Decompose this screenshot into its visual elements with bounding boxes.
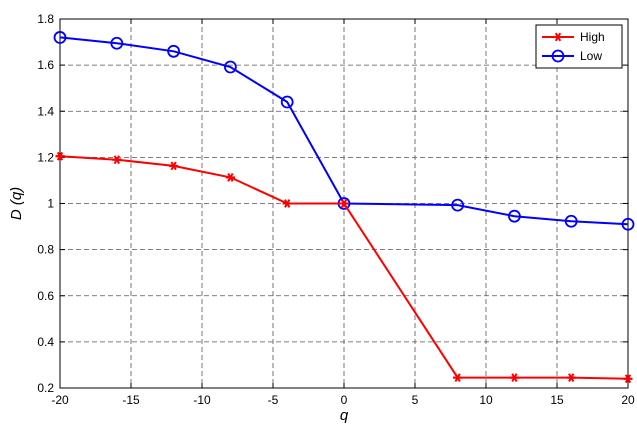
x-tick-label: -15	[122, 393, 140, 407]
series-low	[53, 31, 635, 231]
legend-label-high: High	[580, 30, 605, 44]
marker-low	[280, 95, 294, 109]
x-tick-label: -5	[268, 393, 279, 407]
marker-legend-low	[551, 49, 565, 63]
marker-high	[169, 161, 179, 171]
marker-low	[110, 36, 124, 50]
x-tick-label: 5	[412, 393, 419, 407]
series-layer	[53, 31, 635, 384]
legend-items: High Low	[542, 30, 605, 63]
marker-low	[564, 214, 578, 228]
y-tick-label: 0.6	[37, 289, 54, 303]
x-tick-label: 0	[341, 393, 348, 407]
marker-low	[451, 198, 465, 212]
marker-low	[167, 44, 181, 58]
marker-high	[55, 151, 65, 161]
y-tick-label: 0.4	[37, 335, 54, 349]
marker-legend-high	[553, 32, 563, 42]
marker-high	[623, 374, 633, 384]
legend: High Low	[535, 24, 623, 69]
marker-low	[53, 31, 67, 44]
marker-high	[566, 373, 576, 383]
y-tick-label: 1.2	[37, 150, 54, 164]
x-tick-label: -10	[193, 393, 211, 407]
x-axis-label: q	[340, 407, 349, 424]
x-tick-label: 15	[550, 393, 564, 407]
marker-high	[339, 199, 349, 208]
marker-low	[223, 60, 237, 74]
y-tick-label: 1	[47, 197, 54, 211]
series-line-low	[59, 36, 629, 226]
y-tick-label: 1.6	[37, 58, 54, 72]
marker-high	[282, 199, 292, 208]
series-line-high	[59, 155, 629, 380]
y-axis-label: D (q)	[8, 187, 25, 220]
legend-item-high: High	[542, 30, 605, 44]
marker-high	[225, 173, 235, 182]
y-tick-label: 1.8	[37, 12, 54, 26]
marker-high	[112, 155, 122, 165]
legend-item-low: Low	[542, 49, 602, 63]
y-tick-label: 0.8	[37, 243, 54, 257]
legend-label-low: Low	[580, 49, 602, 63]
x-tick-label: 20	[621, 393, 635, 407]
series-high	[55, 151, 633, 384]
marker-low	[621, 217, 635, 231]
marker-high	[509, 373, 519, 383]
x-tick-label: 10	[479, 393, 493, 407]
y-tick-label: 0.2	[37, 381, 54, 395]
marker-high	[453, 373, 463, 383]
legend-box	[535, 24, 623, 69]
axis-ticks: -20 -15 -10 -5 0 5 10 15 20 0.2 0.4 0.6 0.8 1 1.2 1.4 1.…	[37, 12, 635, 407]
y-tick-label: 1.4	[37, 104, 54, 118]
x-tick-label: -20	[51, 393, 69, 407]
marker-low	[508, 209, 521, 223]
